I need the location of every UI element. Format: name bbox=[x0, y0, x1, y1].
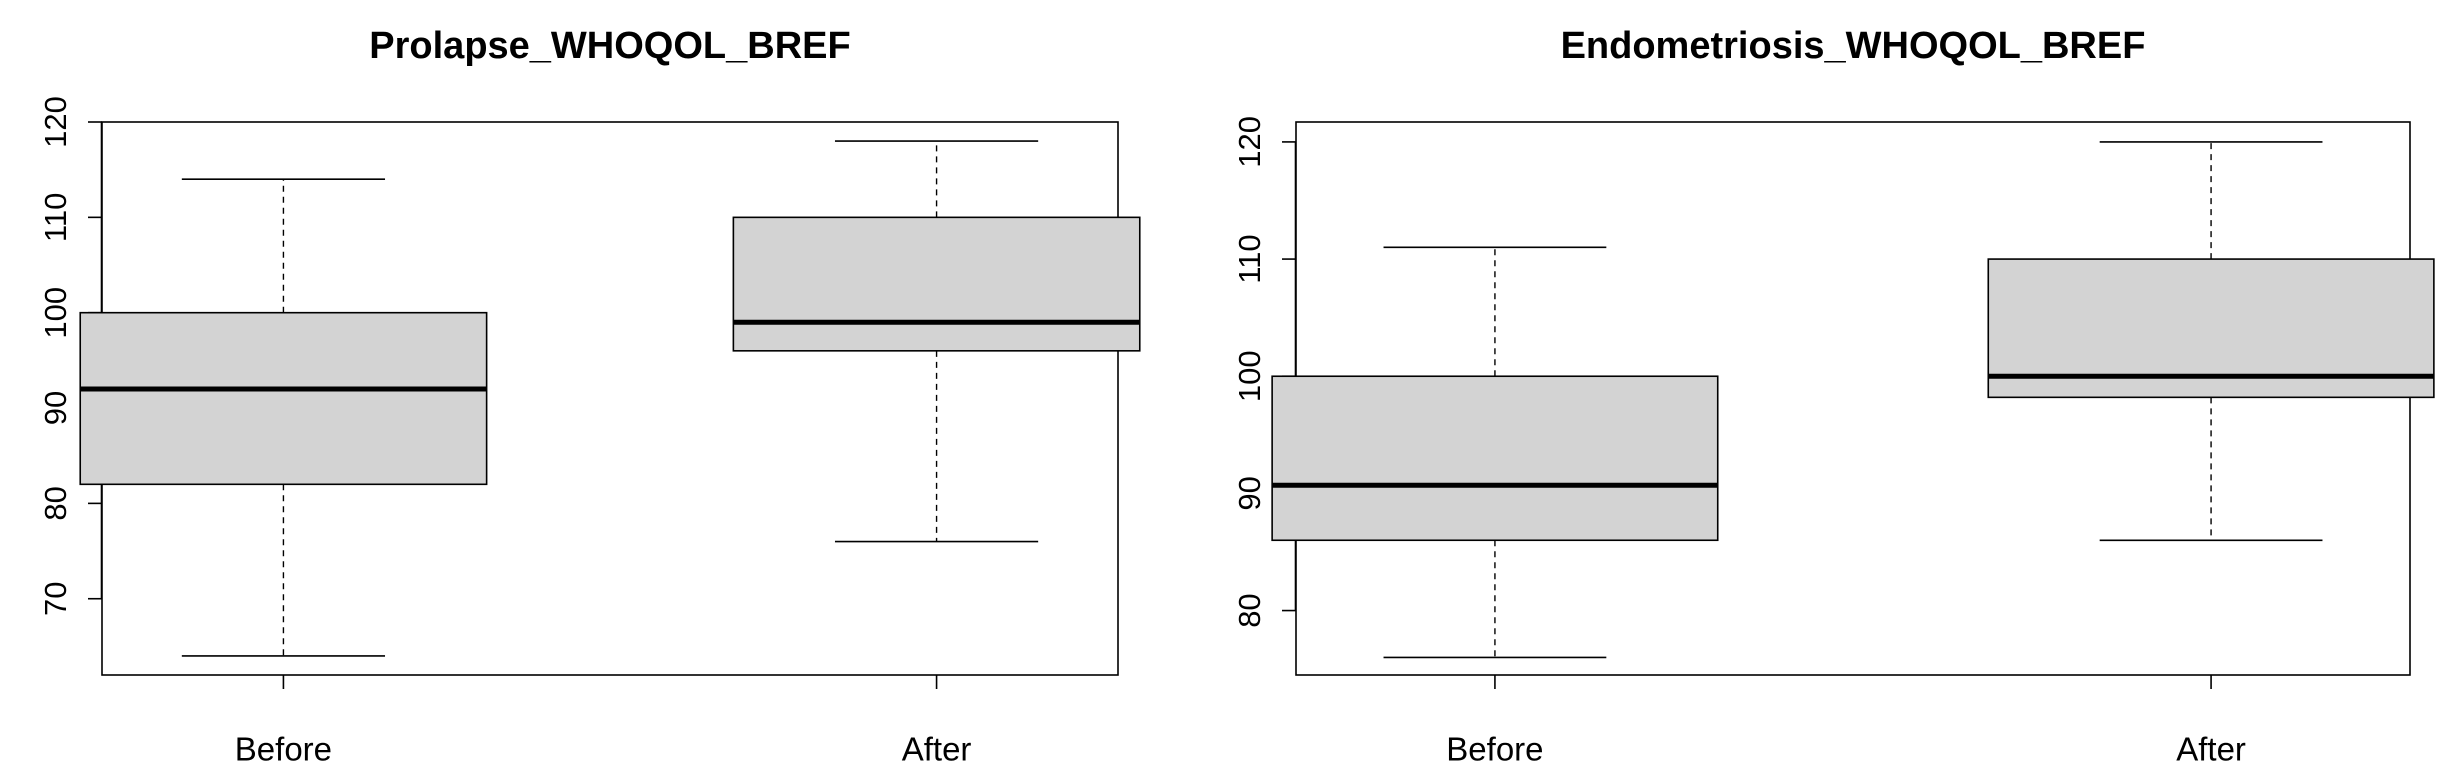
box-before bbox=[1271, 246, 1719, 659]
x-category-label: Before bbox=[1446, 731, 1543, 768]
y-tick-label: 70 bbox=[38, 581, 73, 615]
box-body bbox=[79, 311, 488, 486]
y-tick-label: 90 bbox=[1232, 476, 1267, 510]
x-category-label: After bbox=[902, 731, 972, 768]
chart-title: Prolapse_WHOQOL_BREF bbox=[369, 25, 850, 67]
chart-panel-2: Endometriosis_WHOQOL_BREF 80 90 100 110 120 Be… bbox=[1232, 25, 2435, 768]
box-body bbox=[732, 216, 1141, 352]
y-tick-label: 120 bbox=[1232, 116, 1267, 168]
y-tick-label: 80 bbox=[1232, 593, 1267, 627]
box-body bbox=[1271, 375, 1719, 542]
box-before bbox=[79, 178, 488, 657]
y-tick-label: 110 bbox=[38, 193, 73, 242]
x-category-label: Before bbox=[235, 731, 332, 768]
chart-title: Endometriosis_WHOQOL_BREF bbox=[1561, 25, 2146, 67]
chart-panel-1: Prolapse_WHOQOL_BREF 70 80 90 100 110 120 Befor… bbox=[38, 25, 1141, 768]
y-tick-label: 100 bbox=[1232, 350, 1267, 402]
y-tick-label: 120 bbox=[38, 96, 73, 148]
y-tick-label: 80 bbox=[38, 486, 73, 520]
box-after bbox=[732, 140, 1141, 543]
y-tick-label: 90 bbox=[38, 391, 73, 425]
y-tick-label: 110 bbox=[1232, 234, 1267, 283]
y-tick-label: 100 bbox=[38, 287, 73, 339]
x-category-label: After bbox=[2176, 731, 2246, 768]
box-after bbox=[1987, 141, 2435, 542]
